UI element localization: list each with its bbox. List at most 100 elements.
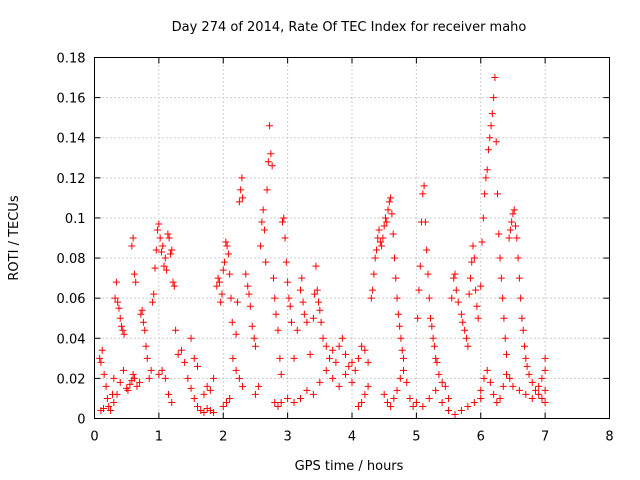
data-point — [284, 278, 292, 286]
data-point — [518, 314, 526, 322]
data-point — [113, 390, 121, 398]
data-point — [348, 378, 356, 386]
data-point — [477, 386, 485, 394]
data-point — [354, 354, 362, 362]
data-point — [139, 318, 147, 326]
data-point — [389, 230, 397, 238]
data-point — [194, 402, 201, 410]
data-point — [472, 286, 480, 294]
data-point — [271, 294, 279, 302]
data-point — [451, 270, 459, 278]
data-point — [538, 394, 546, 402]
x-tick-label: 8 — [605, 430, 613, 445]
data-point — [303, 318, 311, 326]
data-point — [116, 314, 124, 322]
y-tick-label: 0.02 — [57, 372, 86, 387]
data-point — [329, 346, 337, 354]
data-point — [512, 222, 520, 230]
data-point — [468, 258, 476, 266]
x-tick-label: 6 — [477, 430, 485, 445]
y-tick-label: 0 — [77, 413, 85, 428]
chart-title: Day 274 of 2014, Rate Of TEC Index for r… — [172, 20, 527, 35]
data-point — [403, 378, 411, 386]
data-point — [425, 294, 433, 302]
data-point — [166, 250, 174, 258]
data-point — [459, 318, 467, 326]
data-point — [317, 318, 325, 326]
data-point — [235, 374, 243, 382]
data-point — [126, 380, 134, 388]
x-tick-label: 2 — [219, 430, 227, 445]
data-point — [409, 402, 417, 410]
data-point — [388, 210, 396, 218]
axis-ticks — [94, 57, 610, 419]
data-point — [145, 374, 153, 382]
data-point — [284, 394, 292, 402]
data-point — [161, 374, 169, 382]
data-point — [515, 386, 523, 394]
data-point — [416, 262, 424, 270]
data-point — [272, 310, 280, 318]
data-point — [522, 354, 530, 362]
data-point — [274, 402, 282, 410]
data-point — [141, 326, 149, 334]
data-point — [255, 382, 263, 390]
data-point — [508, 218, 516, 226]
data-point — [477, 394, 485, 402]
data-point — [160, 262, 168, 270]
x-tick-labels: 0 1 2 3 4 5 6 7 8 — [90, 430, 613, 445]
data-point — [107, 406, 115, 414]
x-tick-label: 1 — [155, 430, 163, 445]
data-point — [420, 182, 428, 190]
data-point — [364, 358, 372, 366]
data-point — [110, 374, 118, 382]
data-point — [398, 346, 406, 354]
data-point — [293, 326, 301, 334]
data-point — [528, 378, 536, 386]
data-point — [309, 390, 317, 398]
data-point — [165, 234, 173, 242]
data-point — [111, 294, 119, 302]
data-point — [538, 374, 546, 382]
data-point — [319, 334, 327, 342]
data-point — [168, 246, 176, 254]
data-point — [427, 314, 435, 322]
data-point — [200, 390, 208, 398]
data-point — [535, 390, 543, 398]
data-point — [445, 394, 453, 402]
data-point — [432, 354, 440, 362]
data-point — [451, 410, 459, 418]
data-point — [227, 294, 235, 302]
data-point — [174, 350, 182, 358]
data-point — [393, 294, 401, 302]
data-point — [148, 298, 156, 306]
data-point — [278, 218, 286, 226]
data-point — [312, 262, 320, 270]
data-point — [155, 370, 163, 378]
data-point — [233, 298, 241, 306]
data-point — [239, 382, 247, 390]
data-point — [432, 386, 440, 394]
data-point — [364, 382, 372, 390]
data-point — [493, 398, 501, 406]
data-point — [335, 342, 343, 350]
data-point — [98, 346, 106, 354]
data-point — [161, 254, 169, 262]
data-point — [380, 222, 388, 230]
data-point — [425, 394, 433, 402]
data-point — [119, 326, 127, 334]
data-point — [433, 358, 441, 366]
data-point — [412, 398, 420, 406]
data-point — [112, 278, 120, 286]
data-point — [232, 330, 240, 338]
data-point — [250, 334, 258, 342]
data-point — [505, 234, 513, 242]
data-point — [348, 358, 356, 366]
data-point — [282, 258, 290, 266]
data-point — [415, 286, 423, 294]
data-point — [100, 404, 108, 412]
data-point — [143, 354, 151, 362]
data-point — [397, 334, 405, 342]
data-point — [300, 310, 308, 318]
data-point — [96, 354, 104, 362]
